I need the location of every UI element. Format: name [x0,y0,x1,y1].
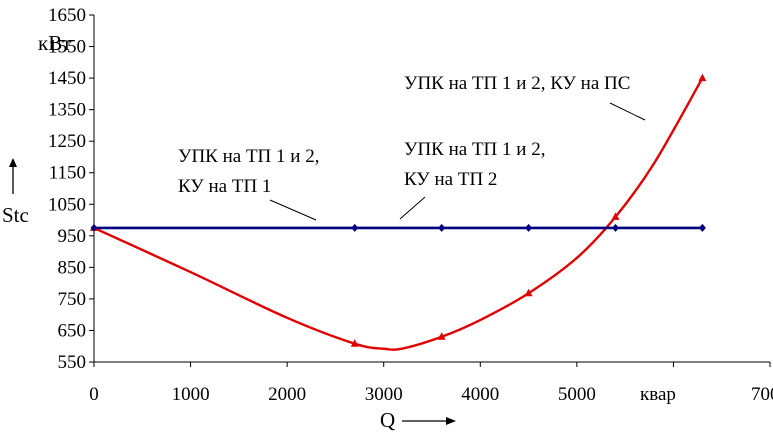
y-tick-label: 1050 [48,194,86,215]
annotation-leader [399,196,426,220]
series-line-0 [93,77,704,351]
y-axis-unit: кВт [38,31,71,55]
y-axis-arrow [9,158,17,194]
x-axis-label: Q [380,408,395,432]
y-tick-label: 850 [58,257,87,278]
y-tick-label: 1450 [48,68,86,89]
y-tick-label: 1550 [48,37,86,58]
series-marker-diamond [698,223,706,232]
axes [89,14,771,367]
annotation-text: КУ на ТП 1 [178,176,271,197]
series-marker-triangle [524,288,533,297]
y-tick-label: 750 [58,289,87,310]
series-marker-diamond [438,223,446,232]
y-tick-label: 1250 [48,131,86,152]
x-axis-arrow [402,417,456,425]
tick-labels: 550 650 750 850 950 1050 1150 1250 1350 1450 1550 1… [48,5,773,405]
series-marker-diamond [611,223,619,232]
series-markers [90,73,707,347]
series-marker-diamond [525,223,533,232]
y-tick-label: 950 [58,226,87,247]
series-lines [93,77,704,351]
y-tick-label: 1150 [49,163,86,184]
series-marker-triangle [350,339,359,347]
annotation-leader [269,199,317,221]
x-tick-label: 3000 [365,384,403,405]
annotations: УПК на ТП 1 и 2, КУ на ПС УПК на ТП 1 и 2… [178,73,646,221]
y-tick-label: 1350 [48,100,86,121]
series-marker-diamond [90,223,98,232]
series-marker-triangle [437,332,446,340]
series-marker-triangle [698,73,707,82]
annotation-text: КУ на ТП 2 [404,169,497,190]
x-tick-label: 5000 [558,384,596,405]
x-tick-label: 0 [89,384,99,405]
series-marker-triangle [611,212,620,220]
annotation-text: УПК на ТП 1 и 2, [178,146,319,167]
annotation-text: УПК на ТП 1 и 2, [404,139,545,160]
y-tick-label: 550 [58,352,87,373]
y-tick-label: 1650 [48,5,86,26]
x-tick-label: 1000 [172,384,210,405]
annotation-text: УПК на ТП 1 и 2, КУ на ПС [404,73,630,94]
y-tick-label: 650 [58,320,87,341]
x-axis-unit: квар [640,384,676,405]
x-tick-label: 4000 [461,384,499,405]
series-marker-diamond [351,223,359,232]
x-tick-label: 7000 [751,384,773,405]
x-tick-label: 2000 [268,384,306,405]
y-axis-label: Stc [2,203,29,227]
annotation-leader [609,102,646,121]
